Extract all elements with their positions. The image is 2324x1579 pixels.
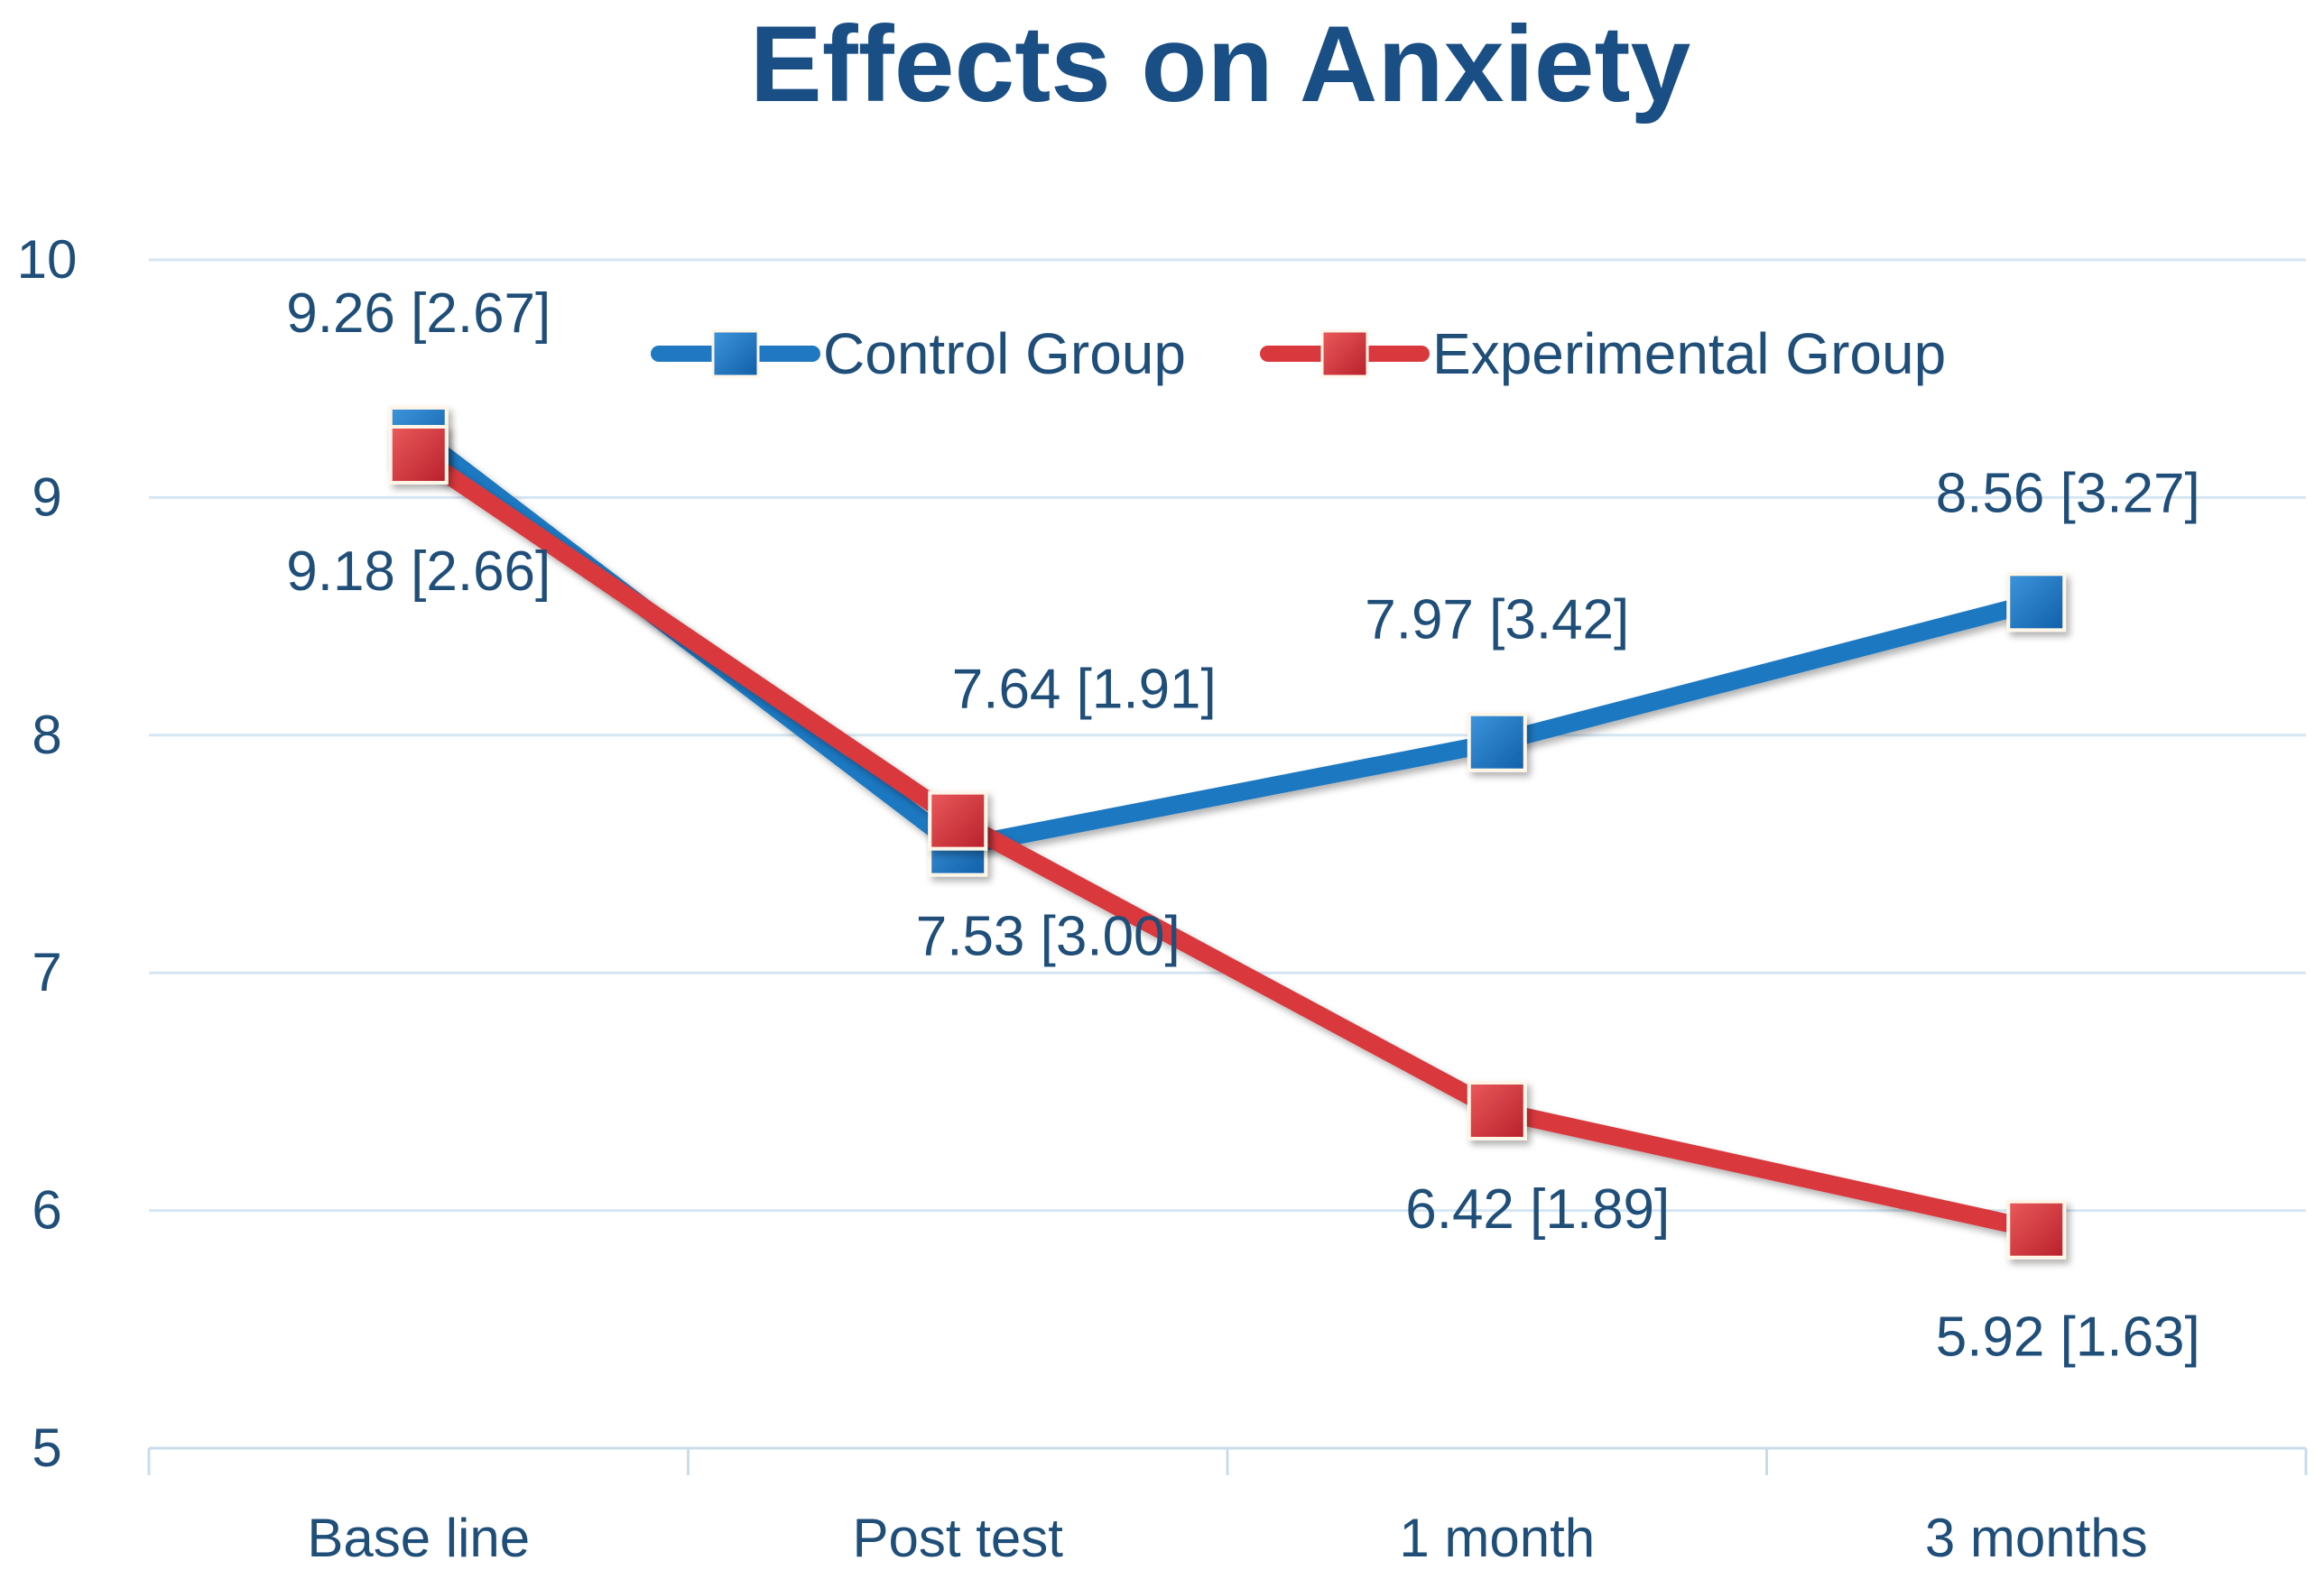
data-point (928, 790, 988, 851)
series (388, 405, 2067, 1260)
data-label: 7.53 [3.00] (916, 906, 1181, 968)
axes: 5 6 7 8 9 10 Base line Post test 1 month 3 months (17, 229, 2308, 1568)
legend-label: Control Group (823, 321, 1186, 386)
y-tick-label: 6 (32, 1180, 61, 1241)
data-label: 7.97 [3.42] (1365, 589, 1629, 651)
y-tick-label: 9 (32, 466, 61, 527)
data-label: 9.18 [2.66] (286, 540, 551, 603)
series-line (409, 445, 2046, 1239)
y-tick-label: 8 (32, 705, 61, 765)
x-tick-label: 1 month (1399, 1508, 1595, 1568)
chart-title: Effects on Anxiety (750, 4, 1691, 125)
y-tick-label: 10 (17, 229, 78, 290)
data-point (388, 424, 449, 485)
x-tick-label: 3 months (1925, 1508, 2148, 1568)
legend-label: Experimental Group (1432, 321, 1946, 386)
legend: Control Group Experimental Group (651, 321, 1946, 386)
gridlines (149, 258, 2306, 1213)
y-tick-label: 7 (32, 942, 61, 1002)
data-point (1467, 712, 1527, 772)
data-label: 8.56 [3.27] (1936, 462, 2200, 524)
data-point (2006, 1199, 2067, 1260)
data-label: 5.92 [1.63] (1936, 1307, 2200, 1369)
x-tick-label: Base line (307, 1508, 530, 1568)
data-label: 6.42 [1.89] (1405, 1178, 1670, 1241)
data-label: 9.26 [2.67] (286, 282, 551, 345)
legend-swatch-marker (711, 329, 760, 378)
data-label: 7.64 [1.91] (952, 659, 1217, 721)
data-point (1467, 1080, 1527, 1140)
y-tick-label: 5 (32, 1417, 61, 1478)
legend-swatch-marker (1320, 329, 1369, 378)
x-tick-label: Post test (853, 1508, 1064, 1568)
data-labels: 9.26 [2.67] 7.53 [3.00] 7.97 [3.42] 8.56 [3… (286, 282, 2200, 1369)
data-point (2006, 572, 2067, 633)
